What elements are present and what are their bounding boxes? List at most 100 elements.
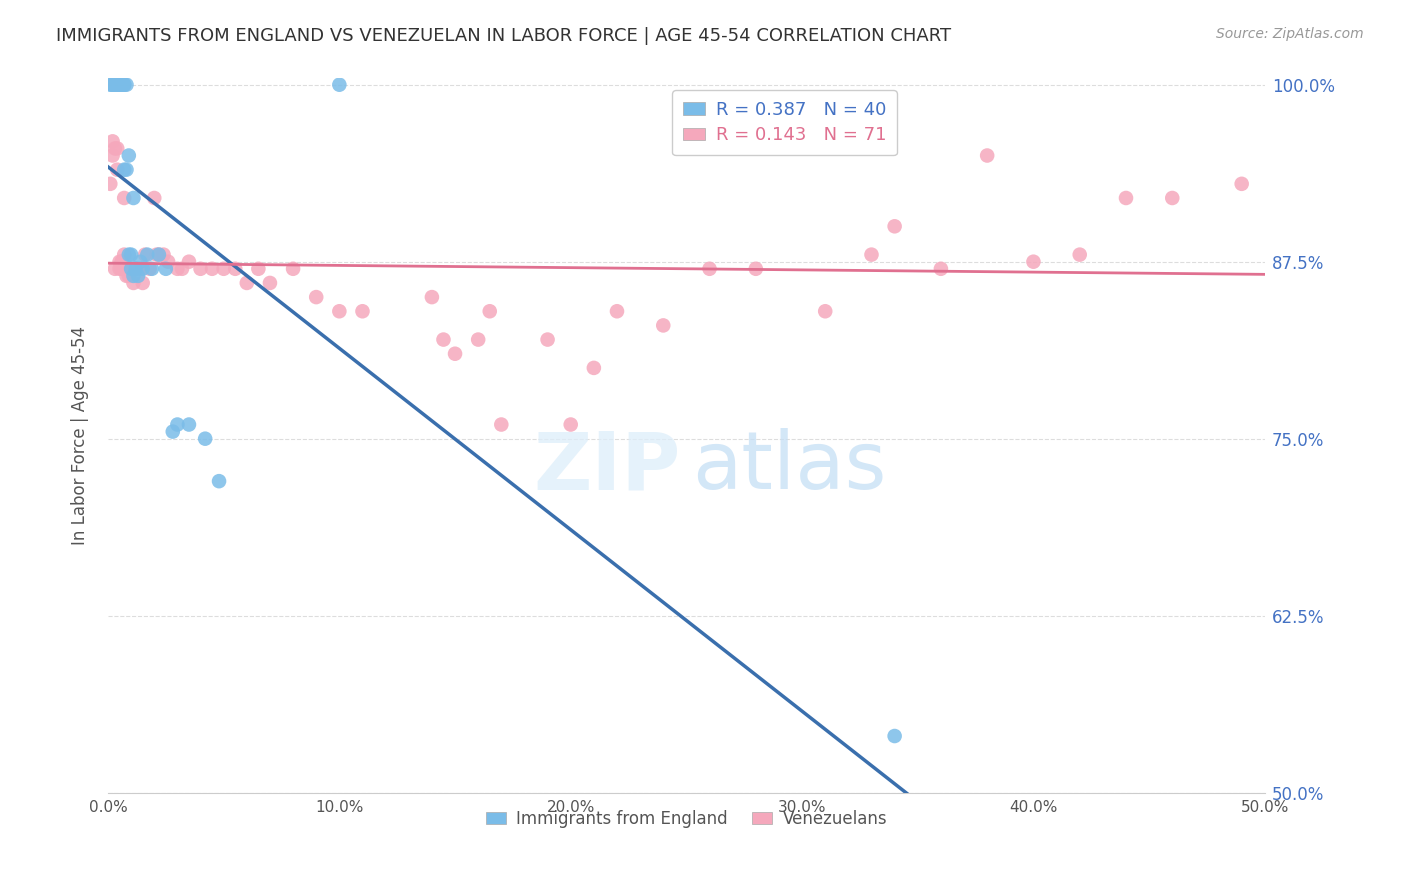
Point bbox=[131, 276, 153, 290]
Point bbox=[152, 247, 174, 261]
Point bbox=[136, 247, 159, 261]
Point bbox=[162, 425, 184, 439]
Point bbox=[105, 78, 128, 92]
Point bbox=[860, 247, 883, 261]
Point bbox=[115, 78, 138, 92]
Point bbox=[145, 247, 167, 261]
Point bbox=[112, 78, 135, 92]
Point bbox=[125, 261, 148, 276]
Point bbox=[328, 304, 350, 318]
Point bbox=[976, 148, 998, 162]
Point bbox=[108, 78, 131, 92]
Point bbox=[224, 261, 246, 276]
Point bbox=[148, 247, 170, 261]
Point bbox=[112, 162, 135, 177]
Point bbox=[467, 333, 489, 347]
Point bbox=[1069, 247, 1091, 261]
Point bbox=[259, 276, 281, 290]
Point bbox=[118, 261, 141, 276]
Point bbox=[104, 78, 127, 92]
Point bbox=[190, 261, 212, 276]
Point bbox=[194, 432, 217, 446]
Point bbox=[125, 261, 148, 276]
Point bbox=[883, 219, 905, 234]
Point bbox=[699, 261, 721, 276]
Point bbox=[111, 78, 134, 92]
Point bbox=[201, 261, 224, 276]
Point bbox=[305, 290, 328, 304]
Point bbox=[122, 191, 145, 205]
Point bbox=[491, 417, 513, 432]
Point bbox=[560, 417, 582, 432]
Point bbox=[108, 254, 131, 268]
Point bbox=[170, 261, 193, 276]
Point bbox=[115, 268, 138, 283]
Point bbox=[111, 78, 134, 92]
Point bbox=[111, 78, 134, 92]
Point bbox=[432, 333, 454, 347]
Point bbox=[105, 78, 128, 92]
Point bbox=[125, 261, 148, 276]
Point bbox=[112, 78, 135, 92]
Point bbox=[104, 261, 127, 276]
Point bbox=[115, 162, 138, 177]
Point bbox=[120, 261, 142, 276]
Point bbox=[118, 268, 141, 283]
Point bbox=[111, 254, 134, 268]
Point bbox=[1230, 177, 1253, 191]
Point bbox=[105, 78, 128, 92]
Point bbox=[112, 247, 135, 261]
Point bbox=[281, 261, 304, 276]
Text: atlas: atlas bbox=[692, 428, 887, 507]
Point bbox=[141, 261, 163, 276]
Point bbox=[108, 78, 131, 92]
Y-axis label: In Labor Force | Age 45-54: In Labor Force | Age 45-54 bbox=[72, 326, 89, 545]
Point bbox=[101, 78, 124, 92]
Point bbox=[1115, 191, 1137, 205]
Point bbox=[177, 417, 200, 432]
Point bbox=[1161, 191, 1184, 205]
Point bbox=[129, 261, 152, 276]
Point bbox=[120, 247, 142, 261]
Point bbox=[104, 141, 127, 155]
Point bbox=[120, 261, 142, 276]
Point bbox=[111, 261, 134, 276]
Point bbox=[108, 78, 131, 92]
Point bbox=[122, 261, 145, 276]
Text: IMMIGRANTS FROM ENGLAND VS VENEZUELAN IN LABOR FORCE | AGE 45-54 CORRELATION CHA: IMMIGRANTS FROM ENGLAND VS VENEZUELAN IN… bbox=[56, 27, 952, 45]
Point bbox=[131, 261, 153, 276]
Point bbox=[1022, 254, 1045, 268]
Point bbox=[157, 254, 180, 268]
Point bbox=[127, 261, 149, 276]
Point bbox=[478, 304, 501, 318]
Point bbox=[148, 247, 170, 261]
Point bbox=[208, 474, 231, 488]
Point bbox=[652, 318, 675, 333]
Point bbox=[127, 268, 149, 283]
Point bbox=[118, 148, 141, 162]
Point bbox=[143, 191, 166, 205]
Point bbox=[111, 254, 134, 268]
Point bbox=[814, 304, 837, 318]
Point bbox=[536, 333, 558, 347]
Point bbox=[247, 261, 270, 276]
Point bbox=[105, 141, 128, 155]
Point bbox=[236, 276, 259, 290]
Legend: Immigrants from England, Venezuelans: Immigrants from England, Venezuelans bbox=[479, 803, 894, 834]
Point bbox=[929, 261, 952, 276]
Point bbox=[352, 304, 374, 318]
Point bbox=[212, 261, 235, 276]
Point bbox=[112, 191, 135, 205]
Point bbox=[883, 729, 905, 743]
Point bbox=[101, 148, 124, 162]
Point bbox=[444, 347, 467, 361]
Point bbox=[745, 261, 768, 276]
Point bbox=[105, 162, 128, 177]
Point bbox=[98, 78, 121, 92]
Point bbox=[98, 177, 121, 191]
Point bbox=[122, 268, 145, 283]
Point bbox=[101, 78, 124, 92]
Point bbox=[104, 78, 127, 92]
Point bbox=[606, 304, 628, 318]
Point bbox=[120, 261, 142, 276]
